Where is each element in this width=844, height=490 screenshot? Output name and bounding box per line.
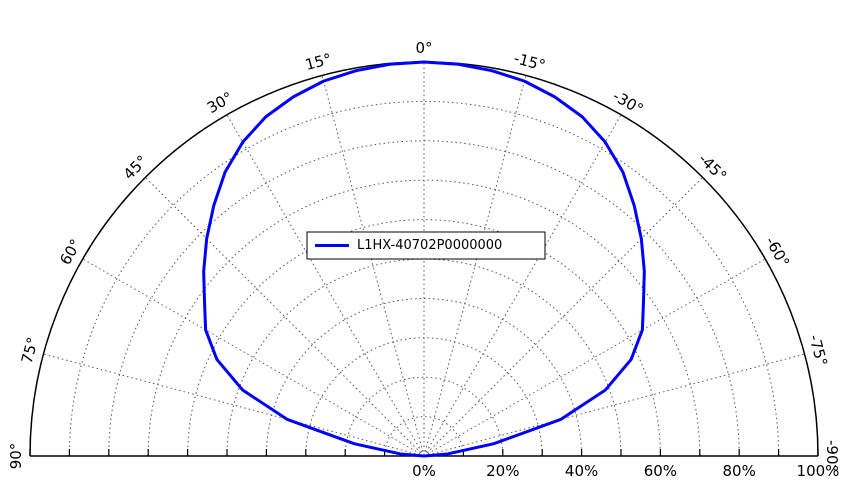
- grid-ring: [344, 376, 504, 457]
- radial-tick-label: 20%: [486, 462, 519, 480]
- angle-tick-label: -60°: [762, 234, 794, 271]
- angle-tick-label: -75°: [805, 333, 831, 369]
- legend-label: L1HX-40702P0000000: [357, 238, 502, 253]
- angle-tick-label: 75°: [18, 335, 42, 365]
- radial-tick-label: 80%: [723, 462, 756, 480]
- angle-tick-label: -15°: [512, 49, 548, 75]
- series-line: [202, 60, 646, 458]
- series-layer: [202, 60, 646, 458]
- legend: L1HX-40702P0000000: [306, 231, 546, 260]
- grid-ring: [226, 258, 622, 457]
- polar-grid: [43, 62, 805, 457]
- grid-spoke: [226, 114, 425, 457]
- grid-ring: [68, 100, 780, 457]
- angle-tick-label: 15°: [303, 50, 333, 74]
- grid-spoke: [423, 353, 805, 457]
- radial-tick-label: 40%: [565, 462, 598, 480]
- grid-spoke: [82, 258, 425, 457]
- angle-tick-label: -90°: [823, 440, 841, 472]
- angle-tick-label: -30°: [610, 87, 647, 119]
- grid-spoke: [423, 258, 766, 457]
- angle-tick-label: 0°: [415, 39, 432, 57]
- radial-tick-label: 60%: [644, 462, 677, 480]
- radial-tick-label: 100%: [797, 462, 840, 480]
- grid-spoke: [423, 114, 622, 457]
- grid-spoke: [43, 353, 425, 457]
- radial-tick-label: 0%: [412, 462, 436, 480]
- angle-tick-label: -45°: [695, 150, 730, 185]
- grid-spoke: [145, 177, 425, 457]
- angle-tick-label: 90°: [7, 443, 25, 470]
- grid-ring: [265, 297, 583, 457]
